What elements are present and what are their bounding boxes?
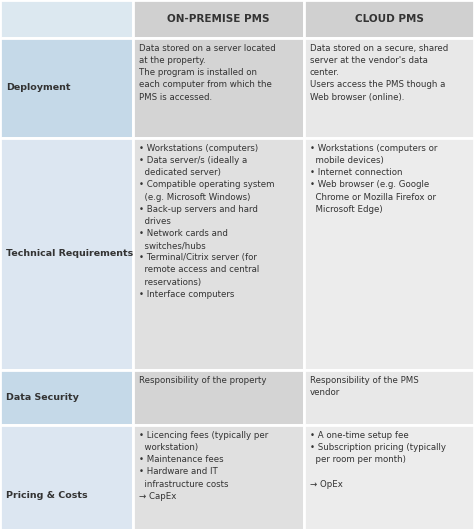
Text: Data stored on a secure, shared
server at the vendor's data
center.
Users access: Data stored on a secure, shared server a…: [310, 44, 448, 102]
Text: Data Security: Data Security: [6, 393, 79, 402]
Bar: [304, 138, 474, 370]
Bar: [133, 425, 304, 529]
Bar: [0, 0, 133, 38]
Bar: [0, 138, 133, 370]
Bar: [133, 138, 304, 370]
Bar: [0, 38, 133, 138]
Text: ON-PREMISE PMS: ON-PREMISE PMS: [167, 14, 270, 24]
Text: CLOUD PMS: CLOUD PMS: [355, 14, 423, 24]
Text: • Workstations (computers)
• Data server/s (ideally a
  dedicated server)
• Comp: • Workstations (computers) • Data server…: [139, 144, 274, 299]
Text: • Licencing fees (typically per
  workstation)
• Maintenance fees
• Hardware and: • Licencing fees (typically per workstat…: [139, 431, 268, 501]
Text: • Workstations (computers or
  mobile devices)
• Internet connection
• Web brows: • Workstations (computers or mobile devi…: [310, 144, 438, 214]
Text: Responsibility of the PMS
vendor: Responsibility of the PMS vendor: [310, 376, 419, 397]
Text: Pricing & Costs: Pricing & Costs: [6, 490, 88, 499]
Text: Responsibility of the property: Responsibility of the property: [139, 376, 266, 385]
Bar: [133, 0, 304, 38]
Text: Deployment: Deployment: [6, 84, 71, 93]
Text: Technical Requirements: Technical Requirements: [6, 250, 133, 259]
Bar: [133, 38, 304, 138]
Bar: [0, 425, 133, 529]
Text: • A one-time setup fee
• Subscription pricing (typically
  per room per month)

: • A one-time setup fee • Subscription pr…: [310, 431, 446, 489]
Bar: [304, 0, 474, 38]
Bar: [304, 425, 474, 529]
Bar: [133, 370, 304, 425]
Text: Data stored on a server located
at the property.
The program is installed on
eac: Data stored on a server located at the p…: [139, 44, 276, 102]
Bar: [304, 38, 474, 138]
Bar: [0, 370, 133, 425]
Bar: [304, 370, 474, 425]
